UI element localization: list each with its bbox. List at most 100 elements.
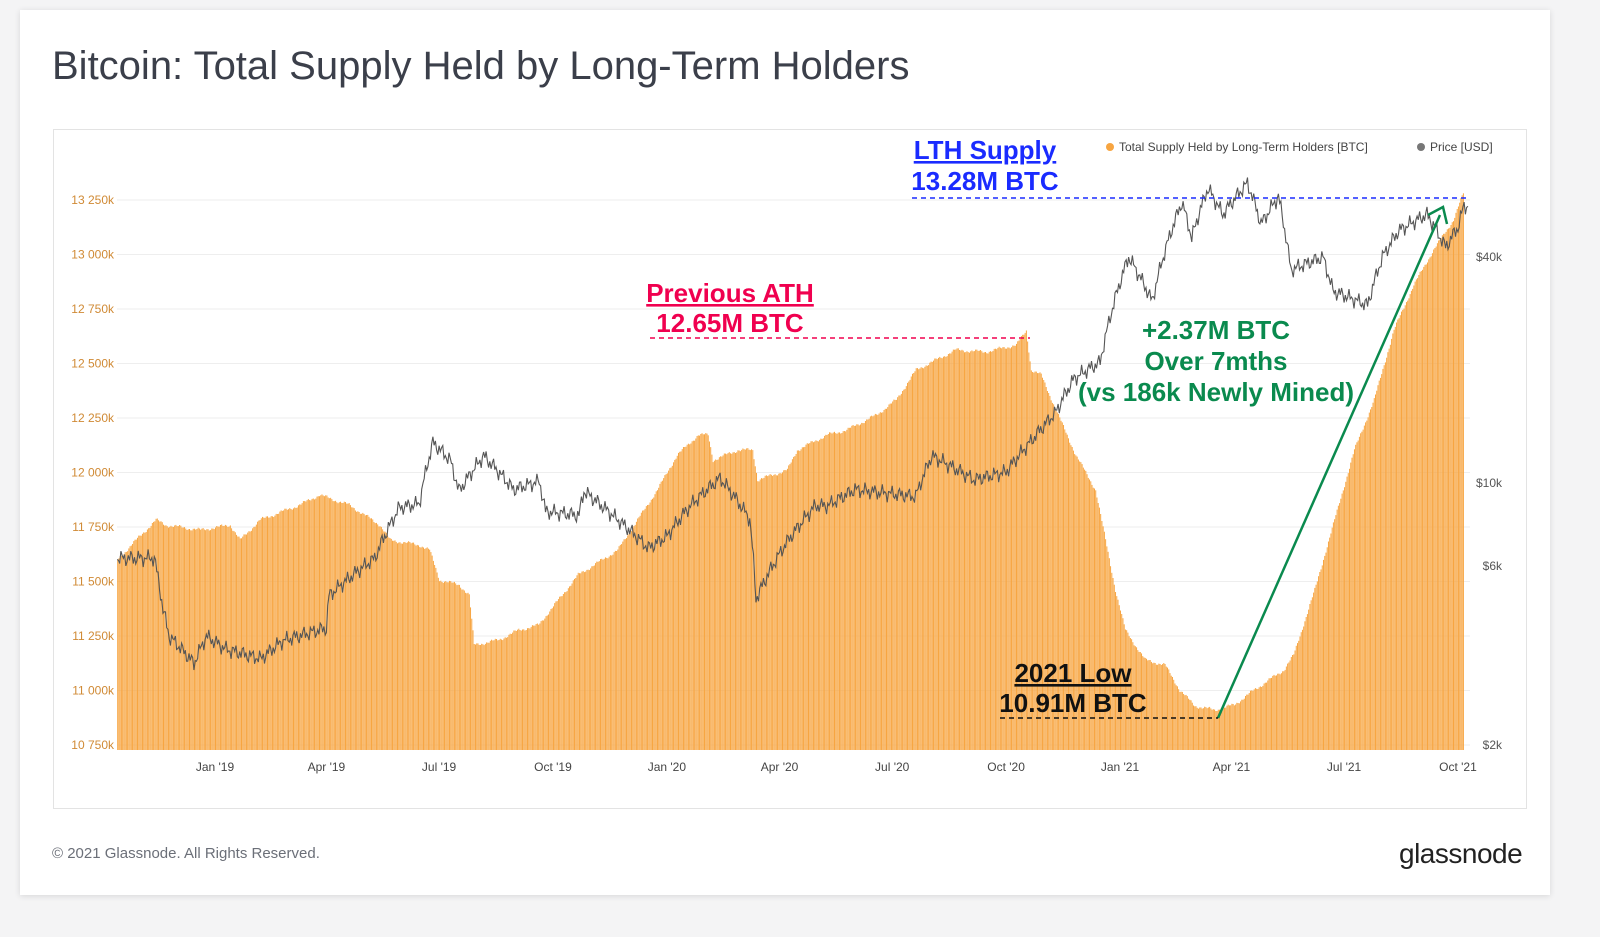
lth-bar [482,644,484,750]
lth-bar [1331,527,1333,750]
lth-bar [991,351,993,750]
lth-bar [522,629,524,750]
lth-bar [420,547,422,750]
lth-bar [1013,345,1015,750]
lth-bar [660,481,662,750]
lth-bar [1460,198,1462,750]
lth-bar [1311,597,1313,750]
lth-bar [541,620,543,750]
lth-bar [668,470,670,750]
lth-bar [177,526,179,750]
lth-bar [795,454,797,750]
lth-bar [1215,711,1217,750]
lth-bar [1015,343,1017,750]
lth-bar [727,453,729,750]
lth-bar [545,616,547,750]
lth-bar [1309,604,1311,750]
lth-bar [238,536,240,750]
lth-bar [836,433,838,750]
lth-bar [676,455,678,750]
lth-bar [977,350,979,750]
lth-bar [456,585,458,750]
lth-bar [383,531,385,750]
lth-bar [791,459,793,750]
y-tick-label: 13 000k [71,248,115,262]
lth-bar [760,478,762,750]
lth-bar [879,412,881,750]
lth-bar [767,476,769,750]
lth-bar [291,509,293,750]
lth-bar [1429,257,1431,750]
lth-bar [730,453,732,750]
lth-bar [1451,222,1453,750]
lth-bar [1155,664,1157,750]
lth-bar [1376,390,1378,750]
lth-bar [149,527,151,750]
lth-bar [1148,660,1150,750]
lth-bar [682,447,684,750]
lth-bar [1368,412,1370,750]
lth-bar [757,481,759,750]
lth-bar [494,638,496,750]
lth-bar [731,453,733,750]
lth-bar [315,498,317,750]
lth-bar [244,534,246,750]
lth-bar [681,449,683,750]
lth-bar [1440,238,1442,750]
legend-lth[interactable]: Total Supply Held by Long-Term Holders [… [1119,140,1368,154]
lth-bar [130,545,132,750]
lth-bar [950,353,952,750]
lth-bar [1027,341,1029,750]
lth-bar [241,538,242,750]
lth-bar [1362,429,1364,750]
lth-bar [1043,380,1045,750]
lth-bar [1160,665,1162,750]
lth-bar [1037,373,1039,750]
lth-bar [288,509,290,750]
lth-bar [382,529,384,750]
lth-bar [1132,642,1134,750]
lth-bar [123,554,125,750]
lth-bar [1327,541,1329,750]
lth-bar [1461,195,1463,751]
lth-bar [909,379,911,750]
lth-bar [716,460,718,750]
legend-price[interactable]: Price [USD] [1430,140,1493,154]
lth-bar [483,645,485,750]
lth-bar [380,526,382,750]
lth-bar [1214,709,1216,750]
lth-bar [1283,671,1285,750]
lth-bar [1435,246,1437,750]
lth-bar [379,526,381,750]
lth-bar [930,361,932,750]
lth-bar [654,494,656,750]
lth-bar [278,513,280,750]
lth-bar [1020,336,1022,750]
lth-bar [840,433,842,750]
lth-bar [401,543,403,750]
lth-bar [851,425,853,750]
lth-bar [815,440,817,750]
lth-bar [250,530,252,750]
lth-bar [354,510,356,750]
lth-bar [659,483,661,750]
lth-bar [555,601,557,750]
lth-bar [626,538,628,750]
lth-bar [1082,467,1084,750]
lth-bar [749,450,751,750]
lth-bar [202,528,204,750]
lth-bar [1053,404,1055,750]
lth-bar [711,454,713,750]
lth-bar [517,629,519,750]
lth-bar [1211,709,1213,750]
lth-bar [1201,708,1203,750]
lth-bar [127,551,129,750]
lth-bar [1392,333,1394,750]
lth-bar [1124,629,1126,750]
lth-bar [687,443,689,750]
lth-bar [876,414,878,750]
lth-bar [1342,490,1344,750]
lth-bar [1279,674,1281,750]
lth-bar [1074,454,1076,750]
lth-bar [306,500,308,750]
